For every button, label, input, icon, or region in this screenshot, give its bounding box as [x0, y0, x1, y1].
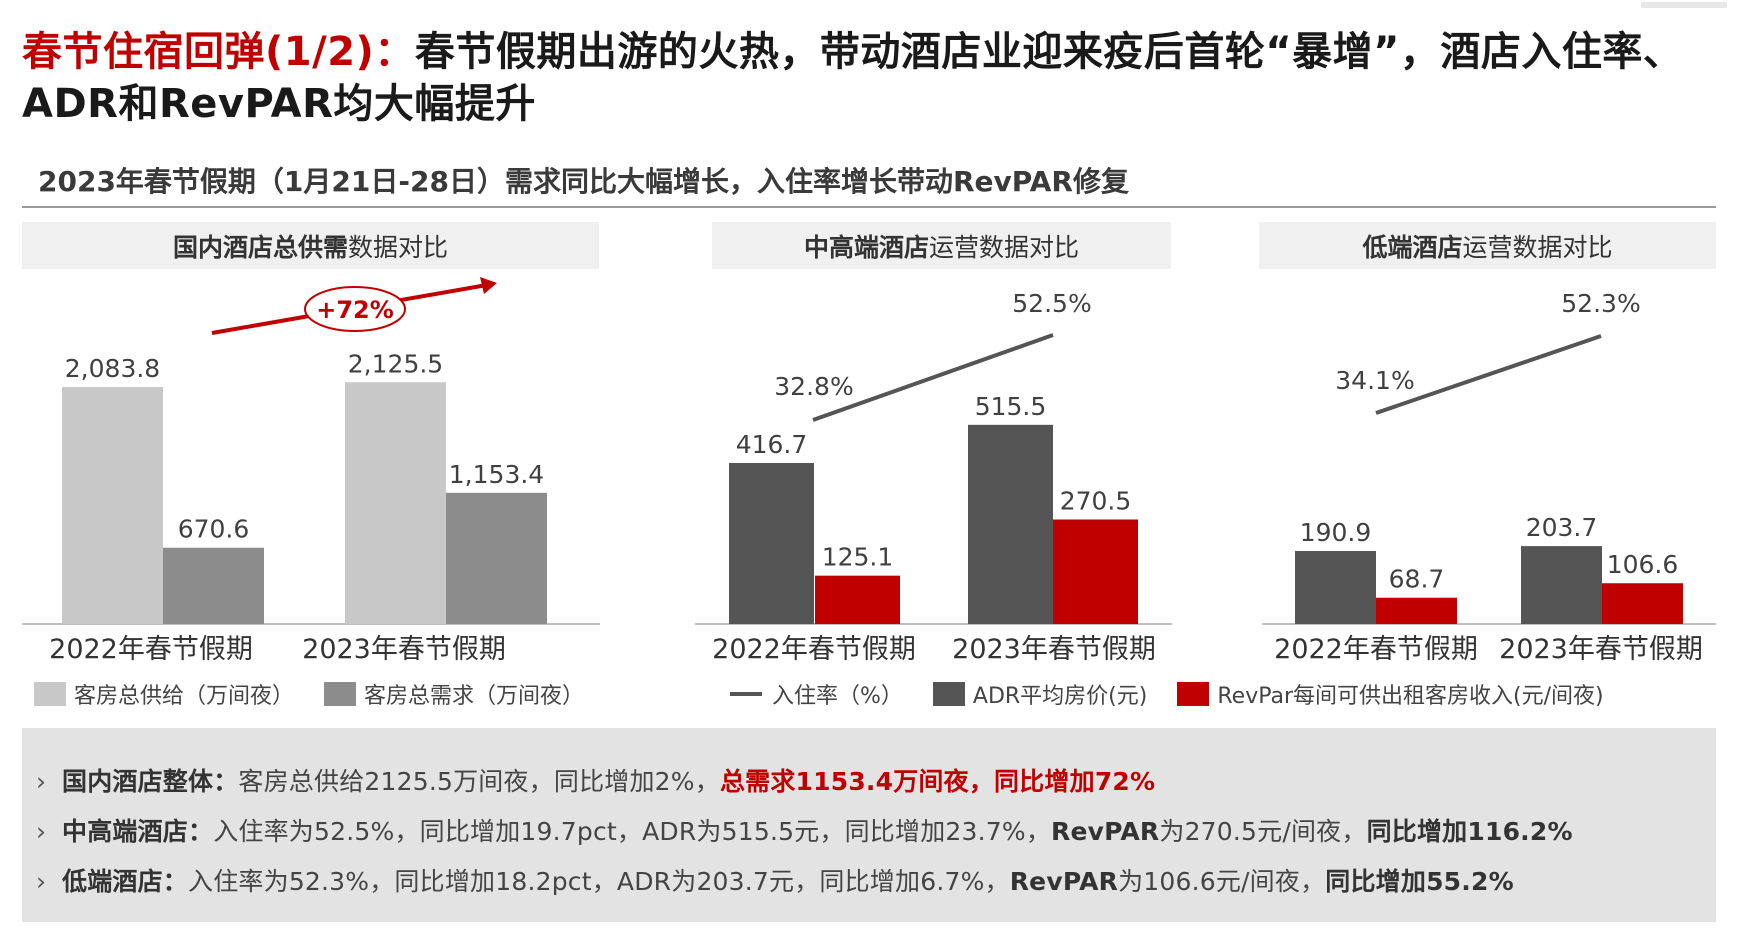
header-watermark: [1641, 2, 1727, 8]
legend-swatch-supply: [34, 682, 66, 706]
note-text: 入住率为52.3%，同比增加18.2pct，ADR为203.7元，同比增加6.7…: [188, 867, 1010, 896]
title-main: 春节假期出游的火热，带动酒店业迎来疫后首轮“暴增”，酒店入住率、ADR和RevP…: [22, 29, 1684, 127]
bar-data-label: 515.5: [975, 392, 1047, 421]
occupancy-line: [1375, 334, 1602, 415]
note-domestic: › 国内酒店整体：客房总供给2125.5万间夜，同比增加2%，总需求1153.4万…: [36, 762, 1155, 798]
bar: [729, 463, 814, 624]
bar-data-label: 68.7: [1389, 565, 1445, 594]
legend-item-occupancy: 入住率（%）: [730, 678, 903, 710]
category-label: 2023年春节假期: [952, 634, 1156, 665]
bar-data-label: 203.7: [1526, 513, 1598, 542]
bar-data-label: 670.6: [178, 515, 250, 544]
bar: [1053, 519, 1138, 624]
note-highlight: 总需求1153.4万间夜，同比增加72%: [719, 767, 1156, 796]
note-text-2: 为270.5元/间夜，: [1159, 817, 1367, 846]
category-label: 2023年春节假期: [302, 634, 506, 665]
bar-data-label: 106.6: [1607, 550, 1679, 579]
legend-label-occupancy: 入住率（%）: [772, 684, 903, 709]
panel-header-bold: 中高端酒店: [803, 232, 929, 262]
panel-header-bold: 国内酒店总供需: [172, 232, 348, 262]
occupancy-data-label: 52.3%: [1561, 289, 1640, 318]
panel-header-rest: 运营数据对比: [1462, 232, 1613, 262]
growth-annotation-label: +72%: [316, 296, 394, 324]
title-prefix: 春节住宿回弹(1/2)：: [22, 29, 415, 75]
bar: [1521, 546, 1602, 624]
occupancy-data-label: 52.5%: [1012, 289, 1091, 318]
panel-header-rest: 数据对比: [348, 232, 449, 262]
bar-data-label: 416.7: [736, 430, 808, 459]
occupancy-line: [812, 333, 1054, 422]
panel-header-bold: 低端酒店: [1362, 232, 1463, 262]
legend-swatch-adr: [932, 682, 965, 706]
panel-header-midhigh: 中高端酒店 运营数据对比: [712, 222, 1171, 269]
page-title: 春节住宿回弹(1/2)：春节假期出游的火热，带动酒店业迎来疫后首轮“暴增”，酒店…: [22, 26, 1722, 130]
growth-badge: [304, 286, 406, 332]
bar-data-label: 2,083.8: [65, 354, 160, 383]
legend-line-occupancy: [730, 692, 762, 696]
panel-header-rest: 运营数据对比: [929, 232, 1080, 262]
legend-label-supply: 客房总供给（万间夜）: [74, 684, 295, 709]
note-label: 中高端酒店：: [62, 817, 214, 846]
notes-box: › 国内酒店整体：客房总供给2125.5万间夜，同比增加2%，总需求1153.4万…: [22, 728, 1716, 922]
note-label: 低端酒店：: [62, 867, 189, 896]
bar-data-label: 190.9: [1300, 518, 1372, 547]
bar: [345, 382, 446, 624]
note-bold-1: RevPAR: [1051, 817, 1160, 846]
bar: [968, 424, 1053, 624]
note-budget: › 低端酒店：入住率为52.3%，同比增加18.2pct，ADR为203.7元，同…: [36, 862, 1514, 898]
note-label: 国内酒店整体：: [62, 767, 239, 796]
legend-supply-demand: 客房总供给（万间夜） 客房总需求（万间夜）: [34, 678, 614, 710]
category-label: 2022年春节假期: [1274, 634, 1478, 665]
bar: [62, 387, 163, 624]
category-label: 2023年春节假期: [1499, 634, 1703, 665]
note-bold-2: 同比增加55.2%: [1325, 867, 1514, 896]
note-bold-1: RevPAR: [1009, 867, 1119, 896]
chevron-right-icon: ›: [36, 867, 47, 896]
legend-label-demand: 客房总需求（万间夜）: [364, 684, 585, 709]
legend-label-adr: ADR平均房价(元): [972, 684, 1148, 709]
bar: [1376, 597, 1457, 624]
section-subtitle: 2023年春节假期（1月21日-28日）需求同比大幅增长，入住率增长带动RevP…: [38, 165, 1129, 198]
note-bold-2: 同比增加116.2%: [1366, 817, 1573, 846]
bar-data-label: 270.5: [1060, 486, 1132, 515]
section-divider: [22, 206, 1716, 208]
bar: [815, 575, 900, 624]
bar: [1295, 551, 1376, 624]
legend-swatch-demand: [324, 682, 357, 706]
note-text-2: 为106.6元/间夜，: [1118, 867, 1326, 896]
bar: [446, 492, 547, 624]
legend-item-demand: 客房总需求（万间夜）: [324, 678, 584, 710]
legend-label-revpar: RevPar每间可供出租客房收入(元/间夜): [1217, 684, 1604, 709]
note-midhigh: › 中高端酒店：入住率为52.5%，同比增加19.7pct，ADR为515.5元，…: [36, 812, 1573, 848]
legend-item-revpar: RevPar每间可供出租客房收入(元/间夜): [1177, 678, 1604, 710]
growth-arrow-head: [480, 277, 497, 294]
bar: [1602, 583, 1683, 624]
occupancy-data-label: 34.1%: [1335, 366, 1414, 395]
legend-item-supply: 客房总供给（万间夜）: [34, 678, 294, 710]
panel-header-budget: 低端酒店 运营数据对比: [1259, 222, 1716, 269]
bar-data-label: 2,125.5: [348, 349, 443, 378]
chevron-right-icon: ›: [36, 817, 47, 846]
legend-hotel-ops: 入住率（%） ADR平均房价(元) RevPar每间可供出租客房收入(元/间夜): [730, 678, 1634, 710]
chevron-right-icon: ›: [36, 767, 47, 796]
note-text: 入住率为52.5%，同比增加19.7pct，ADR为515.5元，同比增加23.…: [213, 817, 1052, 846]
category-label: 2022年春节假期: [712, 634, 916, 665]
note-text: 客房总供给2125.5万间夜，同比增加2%，: [238, 767, 720, 796]
bar: [163, 547, 264, 624]
legend-item-adr: ADR平均房价(元): [932, 678, 1148, 710]
legend-swatch-revpar: [1177, 682, 1210, 706]
category-label: 2022年春节假期: [49, 634, 253, 665]
bar-data-label: 125.1: [822, 543, 894, 572]
occupancy-data-label: 32.8%: [774, 372, 853, 401]
bar-data-label: 1,153.4: [449, 460, 544, 489]
panel-header-supply-demand: 国内酒店总供需 数据对比: [22, 222, 599, 269]
